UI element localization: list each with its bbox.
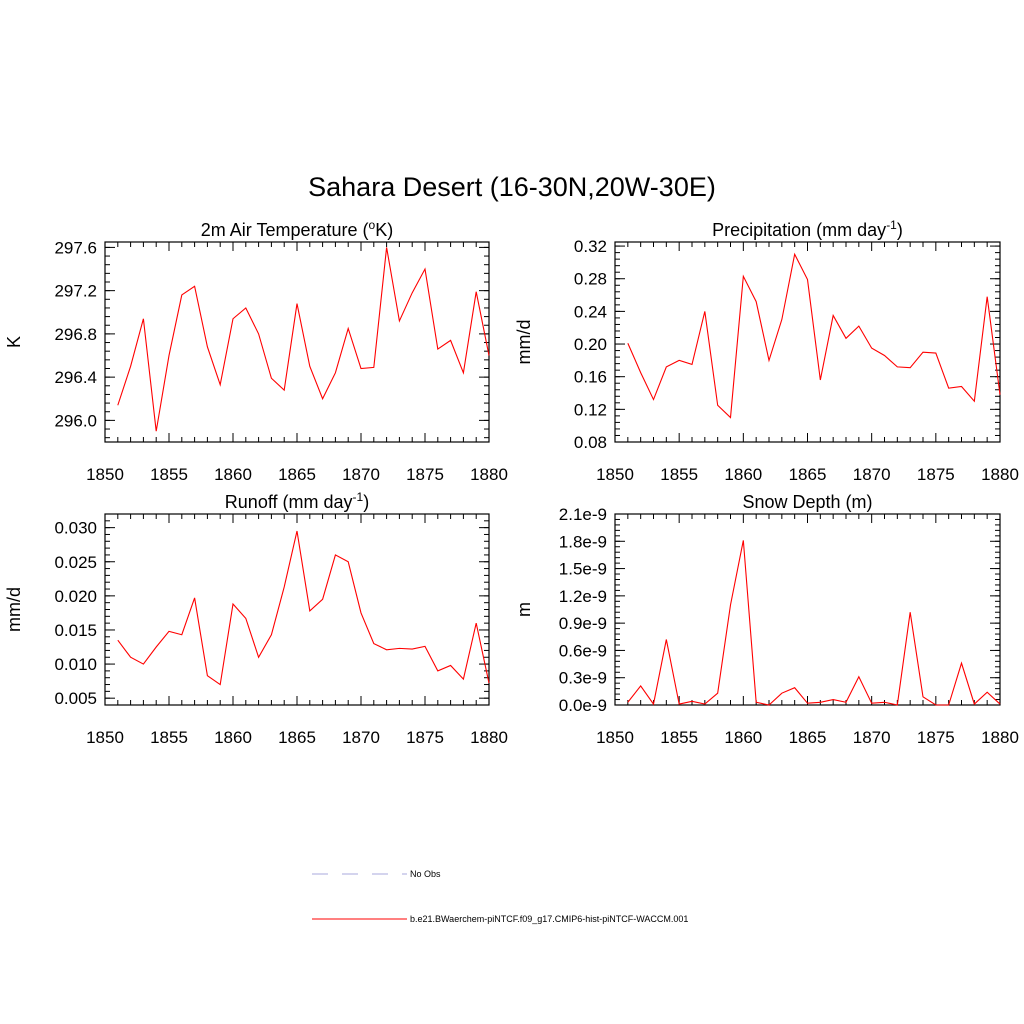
x-tick-label: 1880 <box>981 728 1019 747</box>
panels: 2m Air Temperature (oK) K 1850 1855 1860 1865… <box>4 218 1019 747</box>
main-title: Sahara Desert (16-30N,20W-30E) <box>308 172 716 202</box>
y-tick-label: 296.0 <box>54 411 97 430</box>
y-tick-label: 0.010 <box>54 655 97 674</box>
y-tick-label: 0.32 <box>574 237 607 256</box>
x-tick-label: 1865 <box>278 728 316 747</box>
x-tick-label: 1855 <box>660 465 698 484</box>
y-tick-label: 0.08 <box>574 433 607 452</box>
x-tick-label: 1870 <box>342 465 380 484</box>
x-tick-label: 1880 <box>470 465 508 484</box>
x-tick-label: 1850 <box>86 728 124 747</box>
y-tick-label: 296.4 <box>54 368 97 387</box>
x-tick-label: 1875 <box>406 728 444 747</box>
y-tick-label: 1.2e-9 <box>559 587 607 606</box>
y-tick-label: 0.020 <box>54 587 97 606</box>
y-tick-label: 297.2 <box>54 282 97 301</box>
y-tick-label: 0.12 <box>574 400 607 419</box>
panel-title: 2m Air Temperature (oK) <box>201 218 393 240</box>
y-tick-label: 0.16 <box>574 368 607 387</box>
legend-item: No Obs <box>312 869 441 879</box>
y-tick-label: 0.9e-9 <box>559 614 607 633</box>
panel-title: Precipitation (mm day-1) <box>712 218 903 240</box>
x-tick-label: 1855 <box>150 465 188 484</box>
panel-2: Precipitation (mm day-1) mm/d 1850 1855 1860… <box>514 218 1019 484</box>
x-tick-label: 1850 <box>86 465 124 484</box>
x-tick-label: 1865 <box>789 465 827 484</box>
y-tick-label: 0.005 <box>54 689 97 708</box>
y-tick-label: 1.8e-9 <box>559 532 607 551</box>
panel-title: Snow Depth (m) <box>742 492 872 512</box>
y-tick-label: 0.025 <box>54 553 97 572</box>
plot-frame <box>104 513 490 706</box>
x-tick-label: 1875 <box>917 465 955 484</box>
x-tick-label: 1875 <box>917 728 955 747</box>
y-tick-label: 297.6 <box>54 238 97 257</box>
x-tick-label: 1860 <box>214 728 252 747</box>
panel-4: Snow Depth (m) m 1850 1855 1860 1865 1870 1875 1… <box>514 492 1019 747</box>
y-tick-label: 0.030 <box>54 519 97 538</box>
y-tick-label: 0.0e-9 <box>559 696 607 715</box>
legend-item: b.e21.BWaerchem-piNTCF.f09_g17.CMIP6-his… <box>312 914 688 924</box>
series-line <box>627 540 1001 706</box>
x-tick-label: 1880 <box>470 728 508 747</box>
y-tick-label: 2.1e-9 <box>559 505 607 524</box>
x-tick-label: 1855 <box>660 728 698 747</box>
y-tick-label: 0.015 <box>54 621 97 640</box>
y-axis-label: mm/d <box>4 587 24 632</box>
y-tick-label: 0.24 <box>574 302 607 321</box>
panel-title: Runoff (mm day-1) <box>225 490 369 512</box>
plot-frame <box>614 513 1001 706</box>
panel-3: Runoff (mm day-1) mm/d 1850 1855 1860 1865 187… <box>4 490 508 747</box>
legend-label: b.e21.BWaerchem-piNTCF.f09_g17.CMIP6-his… <box>410 914 688 924</box>
y-tick-label: 1.5e-9 <box>559 560 607 579</box>
x-tick-label: 1850 <box>596 465 634 484</box>
y-axis-label: m <box>514 602 534 617</box>
x-tick-label: 1855 <box>150 728 188 747</box>
y-tick-label: 0.6e-9 <box>559 641 607 660</box>
x-tick-label: 1875 <box>406 465 444 484</box>
x-tick-label: 1865 <box>789 728 827 747</box>
y-tick-label: 296.8 <box>54 325 97 344</box>
panel-1: 2m Air Temperature (oK) K 1850 1855 1860 1865… <box>4 218 508 484</box>
series-line <box>117 530 490 686</box>
x-tick-label: 1870 <box>853 465 891 484</box>
x-tick-label: 1880 <box>981 465 1019 484</box>
legend: No Obs b.e21.BWaerchem-piNTCF.f09_g17.CMI… <box>312 869 688 924</box>
plot-frame <box>614 241 1001 443</box>
x-tick-label: 1850 <box>596 728 634 747</box>
y-tick-label: 0.28 <box>574 270 607 289</box>
x-tick-label: 1860 <box>724 465 762 484</box>
x-tick-label: 1870 <box>342 728 380 747</box>
legend-label: No Obs <box>410 869 441 879</box>
plot-frame <box>104 241 490 443</box>
y-axis-label: mm/d <box>514 320 534 365</box>
y-tick-label: 0.20 <box>574 335 607 354</box>
series-line <box>117 247 490 432</box>
y-tick-label: 0.3e-9 <box>559 669 607 688</box>
x-tick-label: 1860 <box>724 728 762 747</box>
y-axis-label: K <box>4 336 24 348</box>
x-tick-label: 1870 <box>853 728 891 747</box>
x-tick-label: 1860 <box>214 465 252 484</box>
series-line <box>627 252 1001 419</box>
x-tick-label: 1865 <box>278 465 316 484</box>
